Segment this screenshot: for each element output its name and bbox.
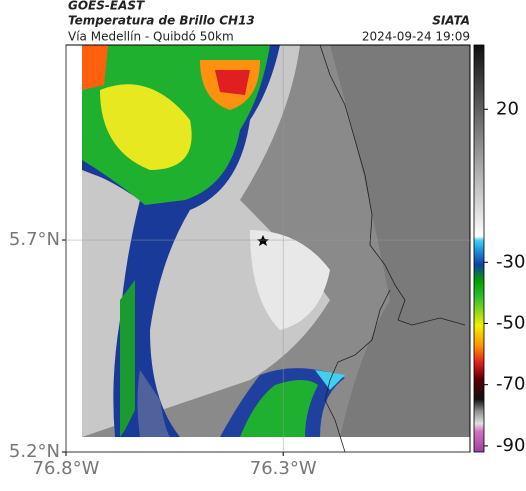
lon-tick-label: 76.3°W xyxy=(250,458,317,479)
colorbar-tick-label: -50 xyxy=(496,312,525,333)
lon-tick-label: 76.8°W xyxy=(33,458,100,479)
route: Vía Medellín - Quibdó 50km xyxy=(68,30,234,44)
product: Temperatura de Brillo CH13 xyxy=(68,14,255,28)
colorbar-tick-label: -70 xyxy=(496,374,525,395)
datetime: 2024-09-24 19:09 xyxy=(362,30,470,44)
lat-tick-label: 5.7°N xyxy=(9,229,60,250)
colorbar-tick-label: -90 xyxy=(496,435,525,456)
source: SIATA xyxy=(432,14,470,28)
lat-tick-label: 5.2°N xyxy=(9,441,60,462)
borders xyxy=(319,45,466,452)
colorbar xyxy=(473,44,485,453)
colorbar-tick-label: 20 xyxy=(496,98,519,119)
satellite: GOES-EAST xyxy=(68,0,145,13)
colorbar-tick-label: -30 xyxy=(496,251,525,272)
satellite-image xyxy=(66,45,470,452)
location-marker xyxy=(257,235,269,246)
